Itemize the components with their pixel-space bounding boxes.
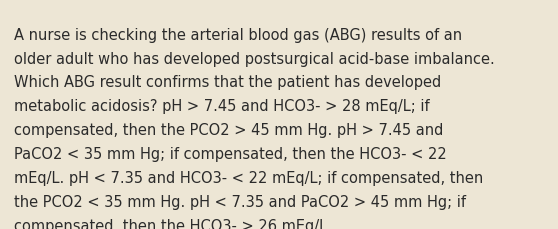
Text: A nurse is checking the arterial blood gas (ABG) results of an: A nurse is checking the arterial blood g…	[14, 27, 462, 42]
Text: older adult who has developed postsurgical acid-base imbalance.: older adult who has developed postsurgic…	[14, 51, 495, 66]
Text: compensated, then the HCO3- > 26 mEq/L.: compensated, then the HCO3- > 26 mEq/L.	[14, 218, 332, 229]
Text: Which ABG result confirms that the patient has developed: Which ABG result confirms that the patie…	[14, 75, 441, 90]
Text: metabolic acidosis? pH > 7.45 and HCO3- > 28 mEq/L; if: metabolic acidosis? pH > 7.45 and HCO3- …	[14, 99, 430, 114]
Text: compensated, then the PCO2 > 45 mm Hg. pH > 7.45 and: compensated, then the PCO2 > 45 mm Hg. p…	[14, 123, 443, 138]
Text: the PCO2 < 35 mm Hg. pH < 7.35 and PaCO2 > 45 mm Hg; if: the PCO2 < 35 mm Hg. pH < 7.35 and PaCO2…	[14, 194, 466, 209]
Text: mEq/L. pH < 7.35 and HCO3- < 22 mEq/L; if compensated, then: mEq/L. pH < 7.35 and HCO3- < 22 mEq/L; i…	[14, 170, 483, 185]
Text: PaCO2 < 35 mm Hg; if compensated, then the HCO3- < 22: PaCO2 < 35 mm Hg; if compensated, then t…	[14, 147, 447, 161]
